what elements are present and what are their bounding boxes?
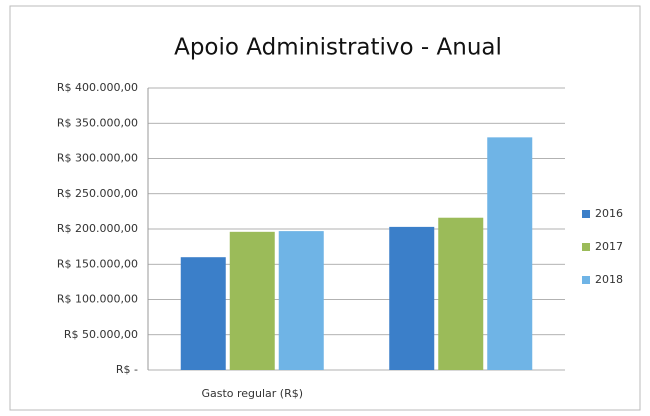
y-tick-label: R$ 150.000,00 xyxy=(57,257,138,270)
y-tick-label: R$ - xyxy=(116,363,138,376)
legend-swatch xyxy=(582,243,590,251)
chart-title: Apoio Administrativo - Anual xyxy=(174,35,502,61)
y-tick-label: R$ 300.000,00 xyxy=(57,152,138,165)
y-tick-label: R$ 400.000,00 xyxy=(57,81,138,94)
bar xyxy=(389,226,435,370)
y-tick-label: R$ 350.000,00 xyxy=(57,116,138,129)
legend-label: 2016 xyxy=(595,207,623,220)
y-tick-label: R$ 250.000,00 xyxy=(57,187,138,200)
bar xyxy=(229,231,275,370)
y-tick-label: R$ 100.000,00 xyxy=(57,293,138,306)
legend-swatch xyxy=(582,276,590,284)
bar xyxy=(180,257,226,370)
legend-label: 2018 xyxy=(595,273,623,286)
y-tick-label: R$ 200.000,00 xyxy=(57,222,138,235)
bar xyxy=(438,217,484,370)
chart-frame xyxy=(9,5,641,411)
bar xyxy=(487,137,533,370)
y-tick-label: R$ 50.000,00 xyxy=(64,328,138,341)
bar xyxy=(278,231,324,370)
legend-label: 2017 xyxy=(595,240,623,253)
x-tick-label: Gasto regular (R$) xyxy=(201,387,303,400)
legend-swatch xyxy=(582,210,590,218)
